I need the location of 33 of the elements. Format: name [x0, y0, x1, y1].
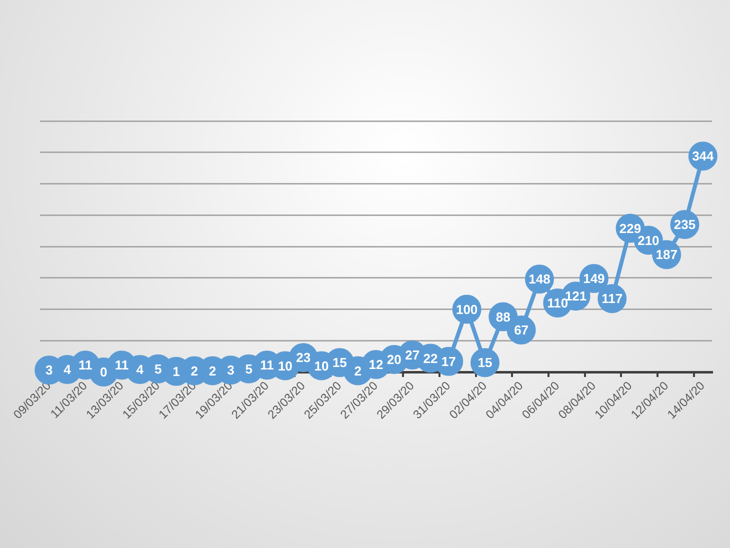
data-label: 235 — [674, 217, 696, 232]
data-label: 11 — [260, 358, 274, 373]
data-label: 4 — [136, 362, 144, 378]
data-label: 2 — [354, 363, 362, 378]
data-label: 2 — [208, 363, 216, 378]
data-label: 187 — [656, 247, 678, 262]
data-label: 10 — [314, 358, 329, 374]
data-label: 149 — [583, 271, 605, 286]
data-label: 1 — [172, 364, 180, 379]
data-label: 0 — [100, 364, 108, 380]
data-label: 5 — [245, 361, 252, 376]
data-label: 17 — [441, 354, 456, 369]
data-label: 117 — [602, 291, 623, 306]
data-label: 100 — [456, 302, 478, 317]
data-label: 22 — [423, 350, 438, 366]
data-label: 11 — [78, 358, 92, 373]
data-label: 5 — [154, 361, 162, 376]
data-label: 11 — [114, 358, 129, 373]
data-label: 20 — [386, 352, 402, 368]
data-label: 344 — [692, 148, 715, 164]
data-label: 23 — [296, 350, 311, 366]
data-label: 2 — [190, 363, 198, 378]
data-label: 67 — [514, 322, 529, 338]
data-label: 3 — [45, 362, 53, 378]
data-label: 27 — [405, 348, 420, 363]
data-label: 10 — [278, 358, 292, 374]
data-label: 148 — [528, 272, 550, 287]
data-label: 15 — [332, 355, 347, 370]
data-label: 15 — [478, 355, 492, 370]
data-label: 4 — [64, 362, 72, 378]
data-label: 3 — [227, 362, 234, 378]
data-label: 88 — [496, 309, 510, 324]
data-label: 12 — [368, 357, 384, 372]
